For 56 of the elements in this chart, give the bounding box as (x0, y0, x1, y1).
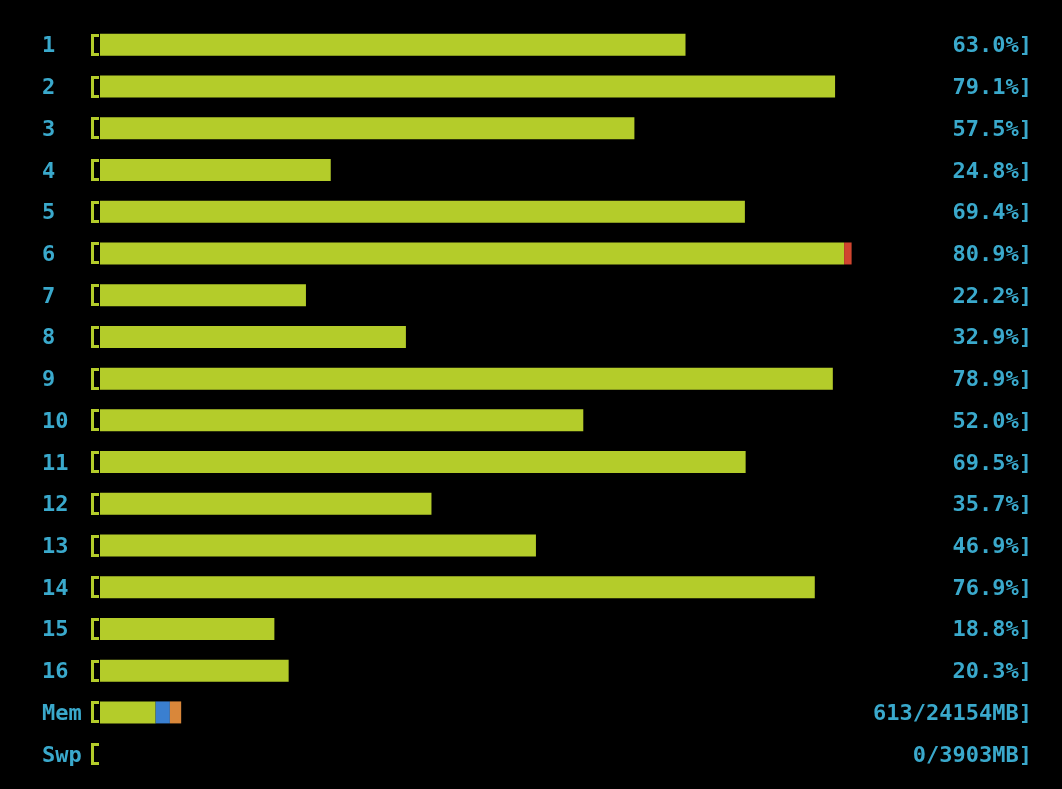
y-tick-label: 8 (42, 324, 56, 350)
bar (169, 701, 182, 724)
text: 613/24154MB] (873, 699, 1032, 725)
y-tick-label: Swp (42, 741, 82, 767)
bar (100, 117, 635, 140)
bar (100, 200, 745, 223)
bar (100, 409, 584, 432)
y-tick-label: 3 (42, 115, 56, 141)
bar (100, 242, 845, 265)
text: 0/3903MB] (912, 741, 1032, 767)
bar (100, 451, 746, 474)
bar (100, 617, 275, 640)
y-tick-label: 13 (42, 533, 69, 559)
bar (100, 576, 815, 599)
text: 69.5%] (952, 449, 1032, 475)
bar (100, 33, 686, 56)
text: 22.2%] (952, 282, 1032, 308)
y-tick-label: 10 (42, 407, 69, 433)
bar (100, 325, 406, 348)
text: 32.9%] (952, 324, 1032, 350)
bar (155, 701, 170, 724)
bar (100, 659, 289, 682)
text: 24.8%] (952, 157, 1032, 183)
bar (100, 492, 432, 515)
y-tick-label: 6 (42, 240, 56, 266)
text: 63.0%] (952, 32, 1032, 58)
text: 52.0%] (952, 407, 1032, 433)
bar (100, 75, 836, 98)
text: 78.9%] (952, 366, 1032, 392)
y-tick-label: 7 (42, 282, 56, 308)
y-tick-label: Mem (42, 699, 82, 725)
y-tick-label: 15 (42, 616, 69, 642)
text: 35.7%] (952, 491, 1032, 517)
y-tick-label: 16 (42, 658, 69, 684)
text: 20.3%] (952, 658, 1032, 684)
text: 18.8%] (952, 616, 1032, 642)
y-tick-label: 4 (42, 157, 56, 183)
bar (100, 284, 306, 307)
y-tick-label: 5 (42, 199, 56, 225)
y-tick-label: 12 (42, 491, 69, 517)
y-tick-label: 14 (42, 574, 69, 600)
text: 69.4%] (952, 199, 1032, 225)
bar (100, 701, 156, 724)
text: 46.9%] (952, 533, 1032, 559)
text: 57.5%] (952, 115, 1032, 141)
bar (100, 367, 833, 390)
text: 76.9%] (952, 574, 1032, 600)
y-tick-label: 11 (42, 449, 69, 475)
y-tick-label: 2 (42, 74, 56, 100)
text: 80.9%] (952, 240, 1032, 266)
y-tick-label: 9 (42, 366, 56, 392)
text: 79.1%] (952, 74, 1032, 100)
bar (100, 534, 536, 557)
bar (844, 242, 852, 265)
bar (100, 159, 331, 182)
y-tick-label: 1 (42, 32, 56, 58)
